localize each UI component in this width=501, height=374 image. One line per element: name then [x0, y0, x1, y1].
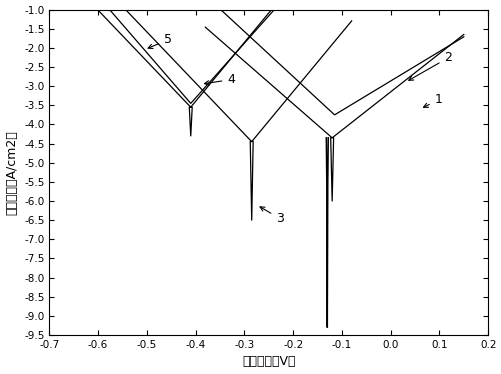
Text: 3: 3	[260, 207, 284, 225]
Text: 1: 1	[423, 94, 441, 107]
X-axis label: 腐蚀电位（V）: 腐蚀电位（V）	[241, 355, 295, 368]
Text: 2: 2	[408, 51, 451, 80]
Text: 4: 4	[204, 73, 235, 86]
Y-axis label: 腐蚀电流（A/cm2）: 腐蚀电流（A/cm2）	[6, 130, 19, 215]
Text: 5: 5	[148, 33, 172, 49]
